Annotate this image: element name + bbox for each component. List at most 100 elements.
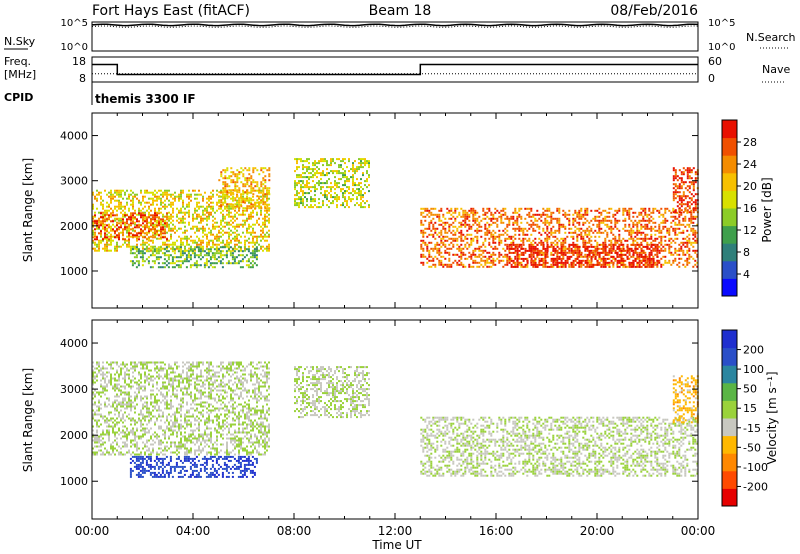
heatmap-cell (426, 247, 429, 250)
heatmap-cell (224, 171, 227, 174)
heatmap-cell (530, 263, 533, 266)
heatmap-cell (220, 235, 222, 238)
heatmap-cell (630, 255, 633, 258)
heatmap-cell (98, 441, 100, 444)
heatmap-cell (630, 233, 633, 236)
heatmap-cell (598, 235, 601, 238)
heatmap-cell (656, 237, 659, 240)
heatmap-cell (588, 255, 591, 258)
heatmap-cell (164, 241, 166, 244)
heatmap-cell (570, 249, 573, 252)
heatmap-cell (188, 195, 190, 198)
heatmap-cell (142, 218, 144, 221)
heatmap-cell (546, 237, 549, 240)
heatmap-cell (680, 249, 683, 252)
heatmap-cell (241, 254, 244, 257)
heatmap-cell (208, 205, 210, 208)
heatmap-cell (494, 247, 497, 250)
heatmap-cell (238, 241, 240, 244)
heatmap-cell (530, 207, 533, 210)
heatmap-cell (210, 211, 212, 214)
heatmap-cell (94, 215, 96, 218)
heatmap-cell (124, 191, 126, 194)
heatmap-cell (222, 195, 224, 198)
heatmap-cell (528, 253, 531, 256)
heatmap-cell (634, 257, 637, 260)
heatmap-cell (250, 189, 253, 192)
heatmap-cell (110, 212, 112, 215)
heatmap-cell (132, 236, 134, 239)
heatmap-cell (180, 211, 182, 214)
heatmap-cell (150, 197, 152, 200)
heatmap-cell (560, 253, 563, 256)
heatmap-cell (502, 207, 505, 210)
heatmap-cell (262, 223, 264, 226)
heatmap-cell (320, 178, 322, 181)
heatmap-cell (674, 211, 677, 214)
heatmap-cell (516, 215, 519, 218)
heatmap-cell (260, 191, 262, 194)
heatmap-cell (688, 233, 691, 236)
heatmap-cell (604, 245, 607, 248)
heatmap-cell (174, 243, 176, 246)
heatmap-cell (336, 184, 338, 187)
heatmap-cell (174, 225, 176, 228)
heatmap-cell (191, 248, 194, 251)
heatmap-cell (118, 217, 120, 220)
heatmap-cell (102, 223, 104, 226)
heatmap-cell (480, 225, 483, 228)
heatmap-cell (98, 407, 100, 410)
heatmap-cell (264, 221, 266, 224)
heatmap-cell (140, 191, 142, 194)
heatmap-cell (322, 182, 324, 185)
heatmap-cell (168, 225, 170, 228)
heatmap-cell (604, 237, 607, 240)
heatmap-cell (322, 170, 324, 173)
heatmap-cell (640, 261, 643, 264)
heatmap-cell (488, 257, 491, 260)
heatmap-cell (258, 249, 260, 252)
heatmap-cell (246, 191, 249, 194)
heatmap-cell (244, 241, 246, 244)
heatmap-cell (672, 167, 675, 170)
heatmap-cell (678, 219, 681, 222)
heatmap-cell (163, 262, 166, 265)
heatmap-cell (428, 225, 431, 228)
heatmap-cell (594, 247, 597, 250)
heatmap-cell (628, 247, 631, 250)
heatmap-cell (446, 235, 449, 238)
heatmap-cell (247, 264, 250, 267)
heatmap-cell (662, 221, 665, 224)
heatmap-cell (600, 231, 603, 234)
heatmap-cell (179, 266, 182, 269)
heatmap-cell (512, 241, 515, 244)
heatmap-cell (186, 205, 188, 208)
heatmap-cell (332, 172, 334, 175)
heatmap-cell (236, 239, 238, 242)
heatmap-cell (566, 261, 569, 264)
heatmap-cell (302, 168, 304, 171)
heatmap-cell (326, 174, 328, 177)
heatmap-cell (632, 259, 635, 262)
heatmap-cell (678, 257, 681, 260)
heatmap-cell (332, 196, 334, 199)
heatmap-cell (246, 189, 249, 192)
heatmap-cell (512, 227, 515, 230)
heatmap-cell (464, 217, 467, 220)
heatmap-cell (444, 217, 447, 220)
heatmap-cell (484, 233, 487, 236)
heatmap-cell (92, 417, 94, 420)
heatmap-cell (464, 215, 467, 218)
heatmap-cell (360, 166, 362, 169)
heatmap-cell (488, 217, 491, 220)
heatmap-cell (334, 180, 336, 183)
heatmap-cell (632, 223, 635, 226)
heatmap-cell (542, 265, 545, 268)
heatmap-cell (552, 235, 555, 238)
heatmap-cell (190, 235, 192, 238)
heatmap-cell (160, 203, 162, 206)
heatmap-cell (476, 241, 479, 244)
heatmap-cell (100, 235, 102, 238)
heatmap-cell (218, 207, 220, 210)
heatmap-cell (221, 258, 224, 261)
